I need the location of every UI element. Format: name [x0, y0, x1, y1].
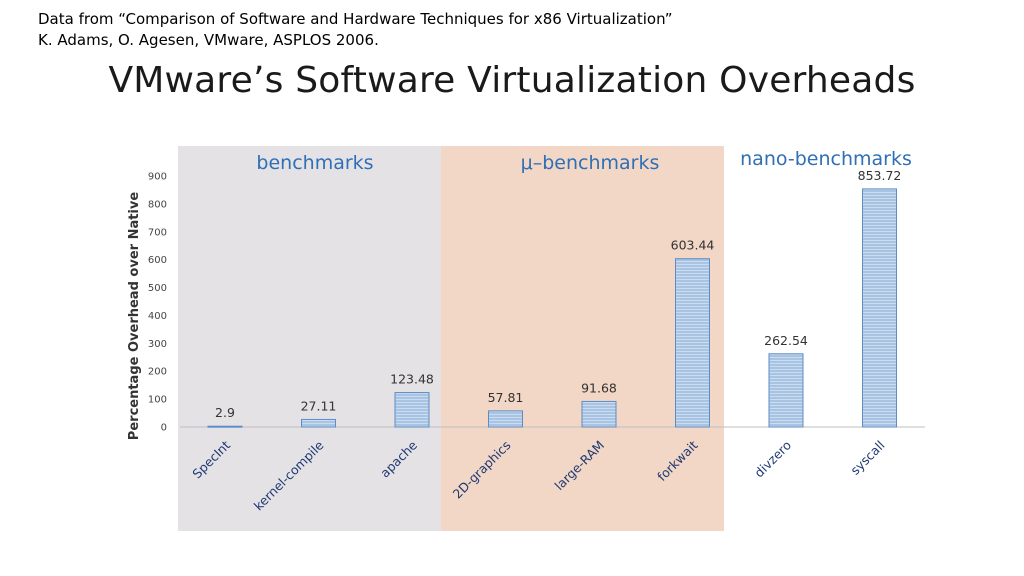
y-tick-label: 700 [148, 227, 167, 238]
y-tick-label: 800 [148, 199, 167, 210]
group-label: benchmarks [256, 152, 373, 174]
bar [675, 258, 710, 428]
source-line-2: K. Adams, O. Agesen, VMware, ASPLOS 2006… [38, 31, 379, 49]
y-tick-label: 300 [148, 339, 167, 350]
bar [301, 418, 336, 428]
value-label: 603.44 [671, 238, 715, 253]
value-label: 27.11 [301, 398, 337, 413]
source-line-1: Data from “Comparison of Software and Ha… [38, 10, 673, 28]
bar [581, 400, 617, 428]
y-tick-label: 500 [148, 283, 167, 294]
y-tick-label: 100 [148, 395, 167, 406]
bar [394, 392, 430, 428]
group-label: nano-benchmarks [740, 148, 912, 170]
y-tick-label: 900 [148, 172, 167, 183]
y-axis-label: Percentage Overhead over Native [127, 192, 142, 441]
y-tick-label: 200 [148, 367, 167, 378]
page-title: VMware’s Software Virtualization Overhea… [108, 60, 916, 101]
group-label: μ–benchmarks [521, 152, 660, 174]
bar [768, 353, 804, 428]
bar-series [207, 188, 897, 428]
source-citation: Data from “Comparison of Software and Ha… [38, 9, 673, 51]
bar [862, 188, 897, 428]
value-label: 2.9 [215, 405, 235, 420]
category-label: divzero [751, 438, 794, 481]
value-label: 262.54 [764, 333, 808, 348]
value-label: 123.48 [390, 372, 434, 387]
group-labels: benchmarks μ–benchmarks nano-benchmarks [256, 148, 911, 174]
value-label: 57.81 [488, 390, 524, 405]
bar [207, 425, 243, 428]
value-label: 91.68 [581, 380, 617, 395]
category-label: syscall [847, 438, 887, 478]
y-tick-label: 0 [161, 423, 167, 434]
y-tick-label: 400 [148, 311, 167, 322]
y-tick-labels: 0 100 200 300 400 500 600 700 800 900 [148, 172, 167, 434]
value-labels: 2.9 27.11 123.48 57.81 91.68 603.44 262.54 853.… [215, 168, 901, 420]
bar [488, 410, 523, 428]
y-tick-label: 600 [148, 255, 167, 266]
value-label: 853.72 [858, 168, 902, 183]
benchmarks-group-background [178, 146, 441, 531]
